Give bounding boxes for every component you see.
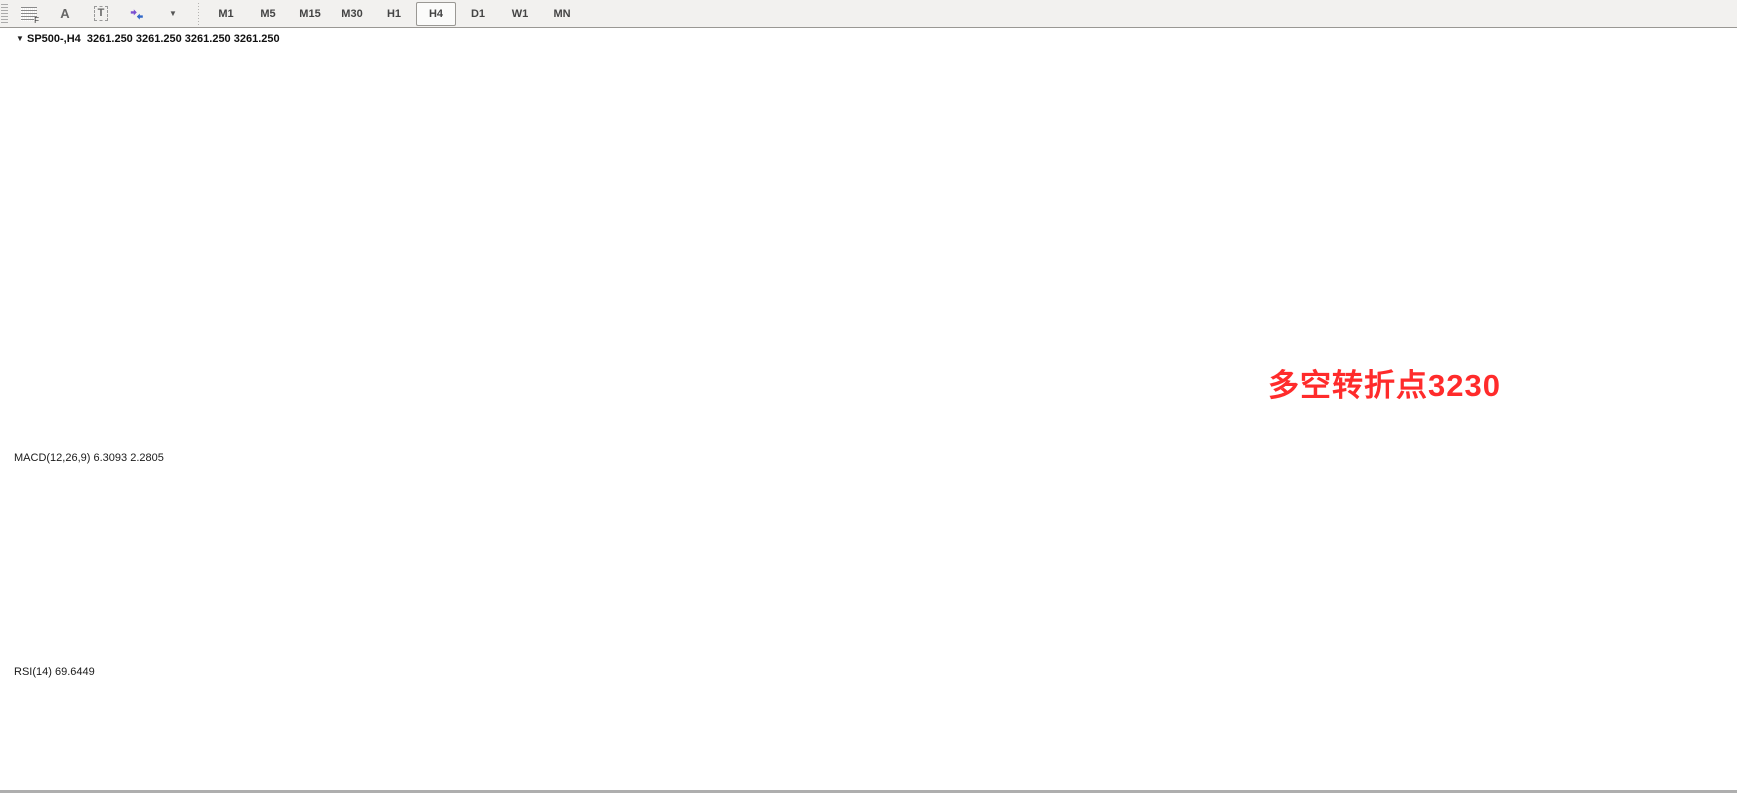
chevron-down-icon: ▼ <box>16 34 24 43</box>
tf-button-MN[interactable]: MN <box>553 7 571 20</box>
grid-tool-button[interactable]: F <box>12 2 46 26</box>
arrange-dropdown-button[interactable]: ▼ <box>156 2 190 26</box>
tf-button-M1[interactable]: M1 <box>218 7 234 20</box>
tf-button-H4[interactable]: H4 <box>416 1 456 26</box>
tf-button-M30[interactable]: M30 <box>341 7 363 20</box>
text-box-button[interactable]: T <box>84 2 118 26</box>
grid-icon: F <box>21 6 39 25</box>
chevron-down-icon: ▼ <box>169 9 177 18</box>
toolbar-separator <box>195 2 201 25</box>
diagonal-arrows-icon <box>130 8 143 20</box>
arrange-charts-button[interactable] <box>120 2 154 26</box>
rsi-indicator-label: RSI(14) 69.6449 <box>14 666 95 678</box>
tf-button-M5[interactable]: M5 <box>260 7 276 20</box>
window-bottom-edge <box>0 790 1737 793</box>
chinese-annotation-text[interactable]: 多空转折点3230 <box>1268 368 1501 403</box>
text-label-button[interactable]: A <box>48 2 82 26</box>
tf-button-W1[interactable]: W1 <box>511 7 529 20</box>
text-box-icon: T <box>93 6 109 21</box>
chart-title: ▼ SP500-,H4 3261.250 3261.250 3261.250 3… <box>16 33 280 45</box>
tf-button-M15[interactable]: M15 <box>299 7 321 20</box>
tf-button-H1[interactable]: H1 <box>386 7 402 20</box>
toolbar: F A T ▼ M1 M5 M15 M30 H1 H4 D1 W1 MN <box>0 0 1737 28</box>
letter-a-icon: A <box>60 6 70 21</box>
timeframe-button-group: M1 M5 M15 M30 H1 H4 D1 W1 MN <box>205 1 583 26</box>
tf-button-D1[interactable]: D1 <box>470 7 486 20</box>
macd-indicator-label: MACD(12,26,9) 6.3093 2.2805 <box>14 452 164 464</box>
toolbar-grip[interactable] <box>1 3 8 24</box>
